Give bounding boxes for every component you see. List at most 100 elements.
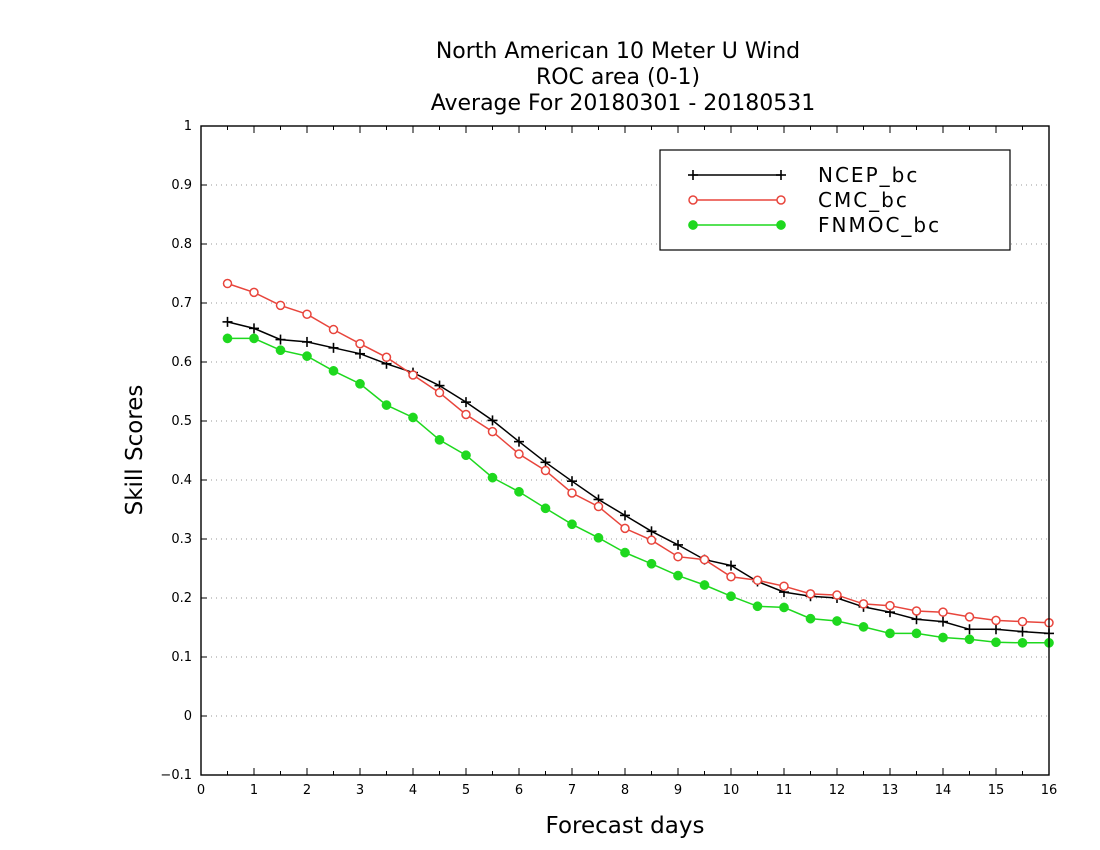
data-point-cmc-bc [752,575,763,586]
data-point-cmc-bc [567,488,577,498]
legend-marker-end [776,195,786,205]
data-point-cmc-bc [381,352,392,363]
data-point-cmc-bc [434,387,445,398]
data-point-cmc-bc [726,572,736,582]
data-point-ncep-bc [461,397,471,408]
y-tick-label: 0.3 [171,532,192,547]
data-point-fnmoc-bc [275,345,286,356]
data-point-fnmoc-bc [381,400,392,410]
data-point-fnmoc-bc [805,613,816,624]
data-point-fnmoc-bc [858,622,869,632]
data-point-cmc-bc [938,607,948,617]
series-layer [222,278,1054,648]
data-point-fnmoc-bc [991,637,1001,648]
data-point-cmc-bc [1017,616,1028,627]
data-point-fnmoc-bc [434,435,445,445]
data-point-cmc-bc [514,449,524,459]
data-point-cmc-bc [275,300,286,311]
y-tick-label: 0 [184,709,192,724]
data-point-fnmoc-bc [249,333,259,344]
data-point-fnmoc-bc [302,351,312,361]
series-line-fnmoc-bc [227,337,1049,644]
data-point-ncep-bc [514,436,524,447]
legend-marker-end [776,170,786,180]
data-point-fnmoc-bc [699,580,710,590]
data-point-ncep-bc [222,316,233,327]
data-point-ncep-bc [646,526,657,537]
data-point-ncep-bc [302,336,312,347]
data-point-cmc-bc [699,554,710,565]
legend-marker-start [688,195,698,205]
data-point-fnmoc-bc [593,532,604,543]
x-axis-label: Forecast days [546,813,705,839]
legend-item-ncep-bc: NCEP_bc [688,163,919,187]
data-point-fnmoc-bc [514,486,524,497]
data-point-ncep-bc [487,415,498,426]
data-point-fnmoc-bc [726,591,736,602]
x-tick-label: 9 [674,783,682,798]
data-point-cmc-bc [779,581,789,591]
data-point-cmc-bc [461,409,471,420]
legend-item-fnmoc-bc: FNMOC_bc [688,213,941,237]
data-point-fnmoc-bc [938,632,948,643]
data-point-ncep-bc [328,342,339,353]
y-tick-label: 0.9 [171,178,192,193]
data-point-cmc-bc [408,370,418,380]
y-tick-label: 1 [184,119,192,134]
data-point-cmc-bc [249,287,259,298]
x-tick-label: 12 [829,783,846,798]
data-point-cmc-bc [302,309,312,319]
data-point-ncep-bc [275,334,286,345]
x-tick-label: 4 [409,783,417,798]
data-point-cmc-bc [646,535,657,545]
y-tick-label: 0.6 [171,355,192,370]
data-point-fnmoc-bc [832,616,842,626]
data-point-cmc-bc [805,589,816,599]
data-point-cmc-bc [991,615,1001,626]
data-point-cmc-bc [328,324,339,335]
data-point-cmc-bc [222,278,233,289]
data-point-fnmoc-bc [752,601,763,612]
data-point-fnmoc-bc [620,547,630,558]
chart-title-line-2: ROC area (0-1) [536,65,700,90]
data-point-cmc-bc [911,606,922,616]
data-point-cmc-bc [487,426,498,437]
data-point-ncep-bc [620,510,630,521]
series-line-ncep-bc [227,321,1050,635]
legend-label-cmc-bc: CMC_bc [818,188,909,212]
y-tick-label: 0.8 [171,237,192,252]
data-point-fnmoc-bc [567,519,577,530]
x-tick-label: 15 [988,783,1005,798]
y-tick-label: 0.7 [171,296,192,311]
data-point-cmc-bc [593,501,604,512]
legend-item-cmc-bc: CMC_bc [688,188,909,212]
data-point-ncep-bc [938,616,948,627]
data-point-fnmoc-bc [1017,637,1028,648]
data-point-ncep-bc [355,348,365,359]
data-point-ncep-bc [991,624,1001,635]
legend-label-ncep-bc: NCEP_bc [818,163,919,187]
legend-marker-start [688,220,698,230]
data-point-cmc-bc [832,590,842,600]
legend-label-fnmoc-bc: FNMOC_bc [818,213,941,237]
y-tick-label: 0.2 [171,591,192,606]
y-tick-label: 0.4 [171,473,192,488]
data-point-fnmoc-bc [885,628,895,639]
data-point-fnmoc-bc [328,366,339,376]
data-point-fnmoc-bc [673,570,683,581]
data-point-ncep-bc [567,476,577,487]
series-fnmoc-bc [222,333,1054,648]
x-tick-label: 10 [723,783,740,798]
x-tick-label: 5 [462,783,470,798]
data-point-cmc-bc [355,338,365,349]
y-tick-label: −0.1 [160,768,192,783]
chart-title-line-3: Average For 20180301 - 20180531 [431,91,816,116]
legend-marker-end [776,220,786,230]
x-tick-label: 11 [776,783,793,798]
series-cmc-bc [222,278,1054,628]
data-point-cmc-bc [964,612,975,622]
data-point-fnmoc-bc [408,412,418,423]
